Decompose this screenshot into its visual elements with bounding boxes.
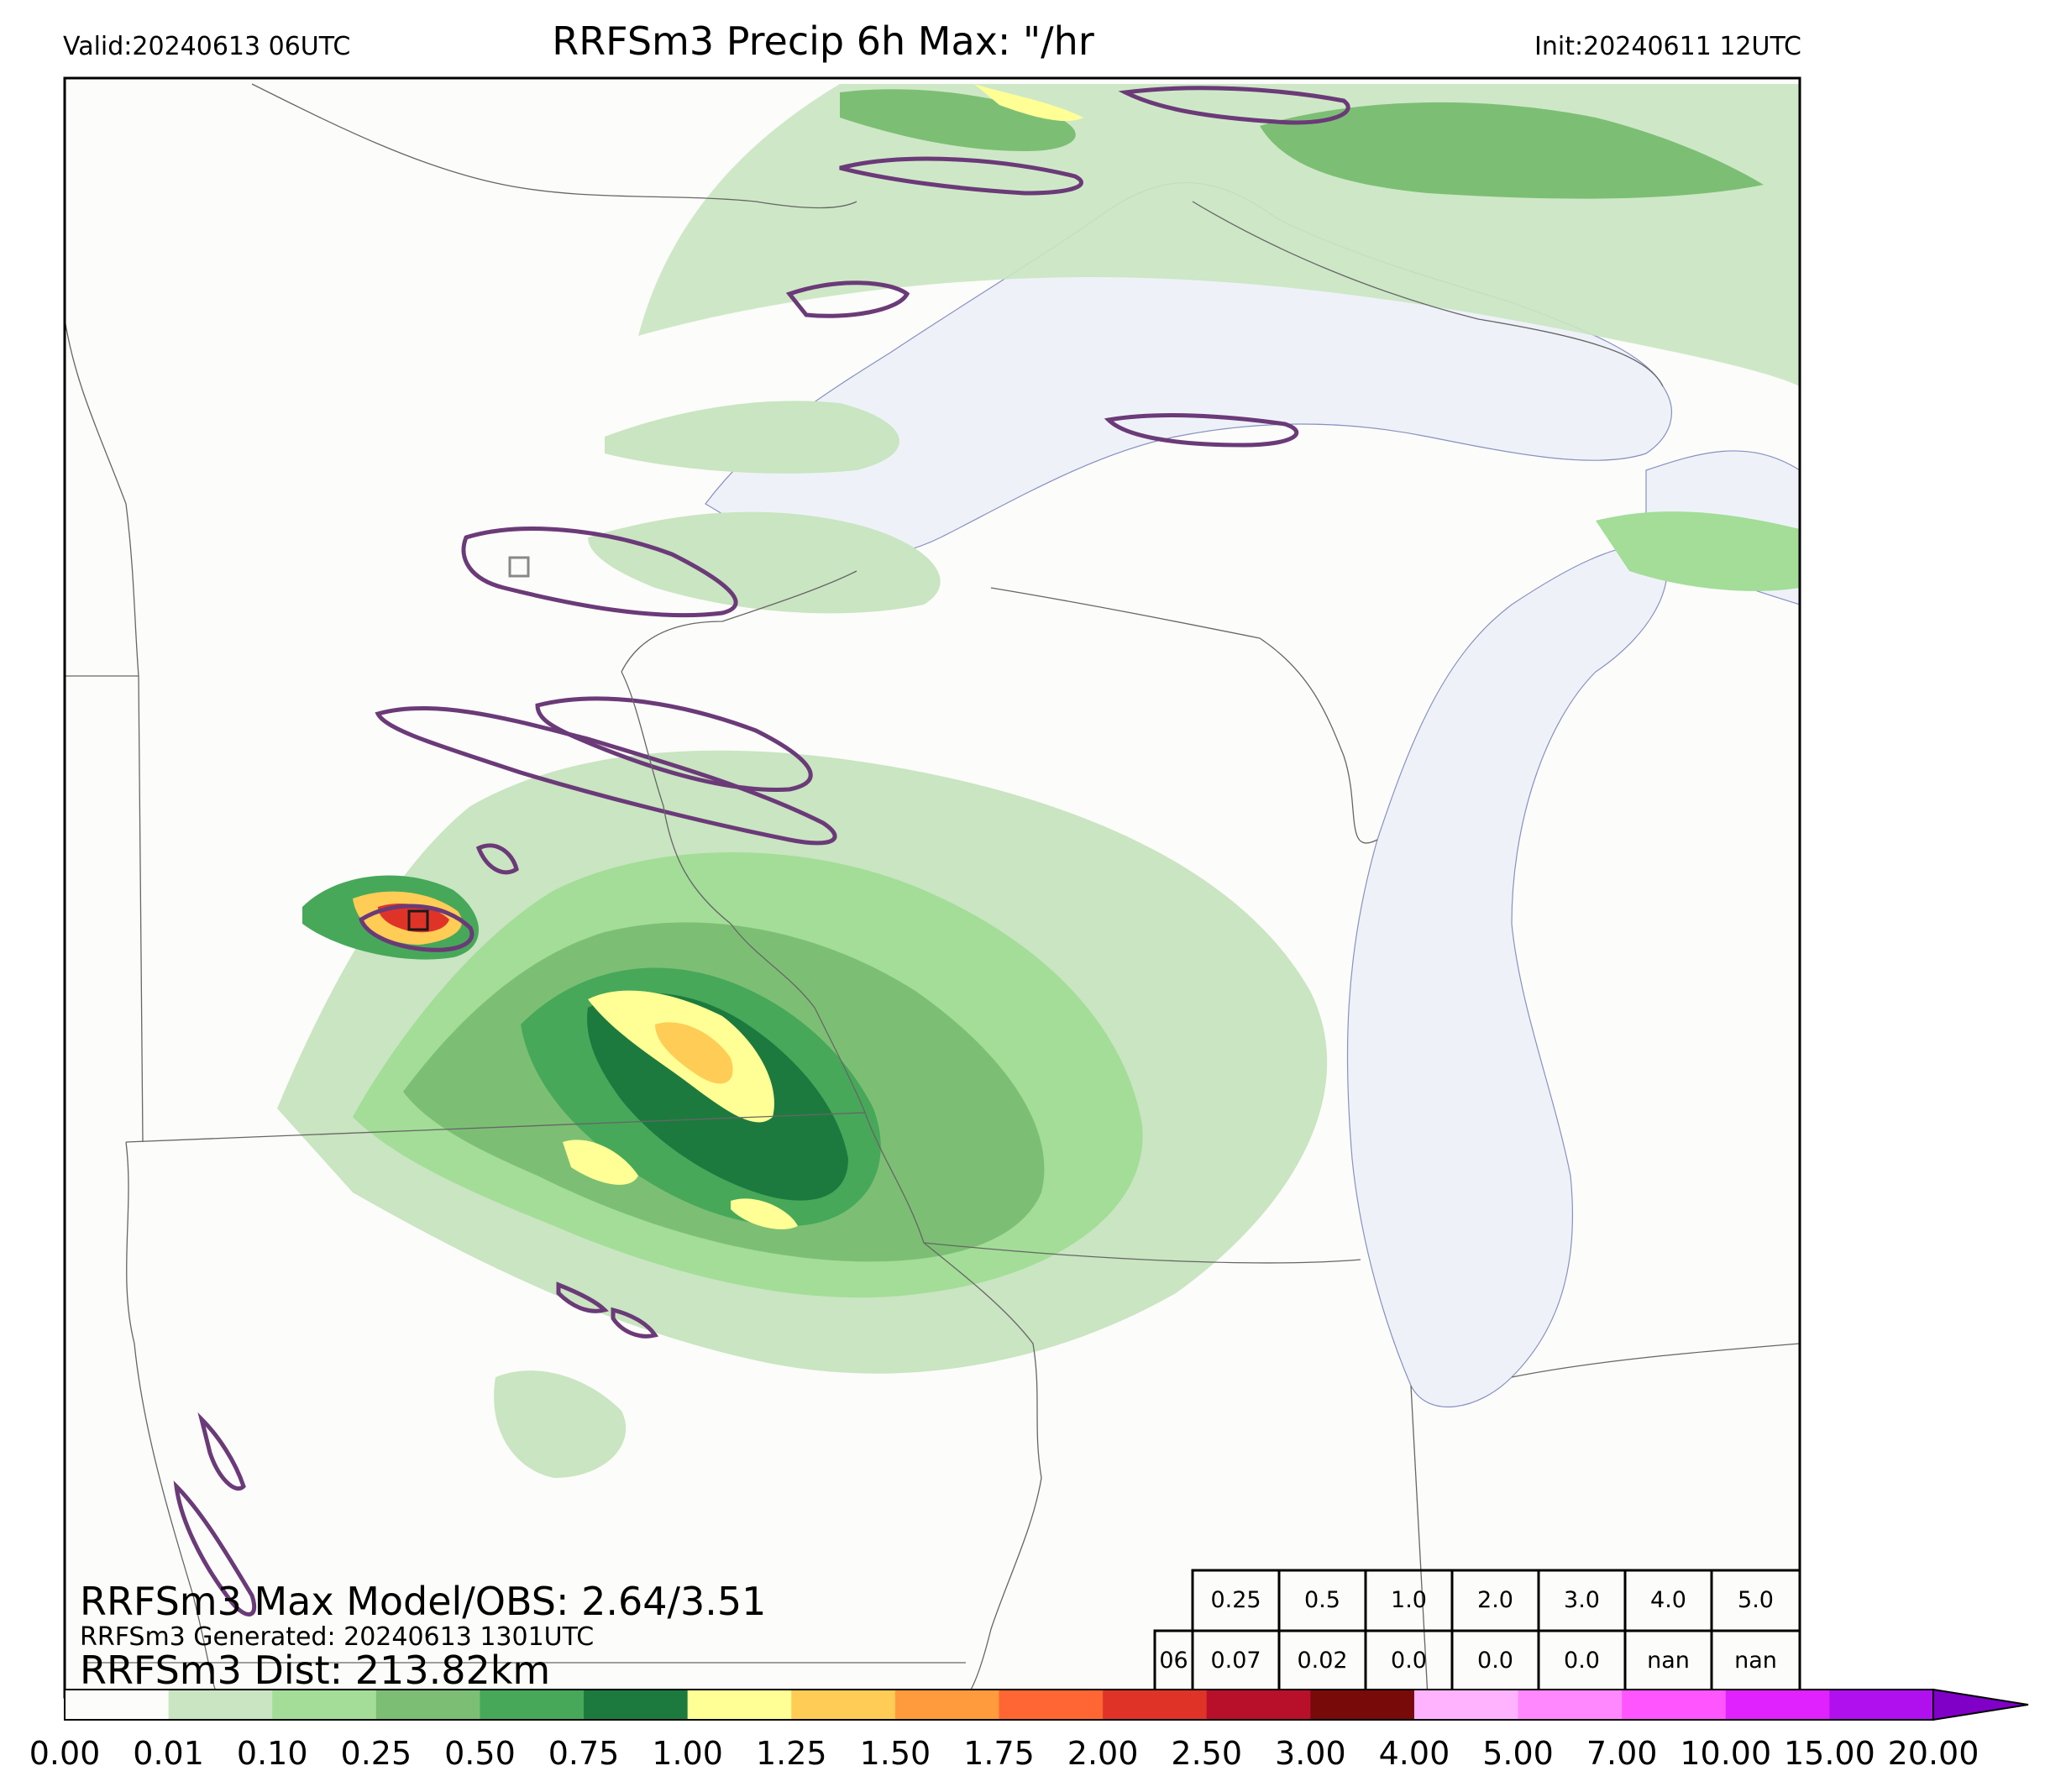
colorbar-tick-label: 1.75	[963, 1735, 1035, 1772]
table-header-3: 2.0	[1477, 1587, 1513, 1613]
table-header-6: 5.0	[1738, 1587, 1774, 1613]
colorbar-tick-label: 1.25	[755, 1735, 827, 1772]
table-value-5: nan	[1647, 1648, 1690, 1674]
table-header-1: 0.5	[1304, 1587, 1340, 1613]
lake-michigan	[1346, 543, 1668, 1407]
colorbar-tick-label: 5.00	[1482, 1735, 1554, 1772]
colorbar-bin	[687, 1690, 792, 1720]
political-borders	[65, 83, 1800, 1697]
colorbar-bin	[1206, 1690, 1311, 1720]
colorbar-bin	[65, 1690, 170, 1720]
observed-contours	[173, 86, 1350, 1616]
colorbar-tick-label: 0.75	[548, 1735, 620, 1772]
obs-max-marker	[407, 909, 429, 931]
colorbar-tick-label: 20.00	[1887, 1735, 1979, 1772]
colorbar-tick-label: 3.00	[1275, 1735, 1346, 1772]
colorbar-tick-label: 1.00	[652, 1735, 723, 1772]
colorbar-bin	[1829, 1690, 1934, 1720]
table-value-6: nan	[1734, 1648, 1777, 1674]
colorbar-bin	[894, 1690, 999, 1720]
valid-time-label: Valid:20240613 06UTC	[63, 32, 351, 61]
table-value-4: 0.0	[1564, 1648, 1600, 1674]
colorbar-bin	[480, 1690, 585, 1720]
colorbar-bin	[1103, 1690, 1208, 1720]
init-time-label: Init:20240611 12UTC	[1534, 32, 1801, 61]
table-value-3: 0.0	[1477, 1648, 1513, 1674]
colorbar-tick-label: 4.00	[1378, 1735, 1450, 1772]
max-model-obs-label: RRFSm3 Max Model/OBS: 2.64/3.51	[80, 1579, 767, 1624]
distance-label: RRFSm3 Dist: 213.82km	[80, 1648, 551, 1693]
table-header-4: 3.0	[1564, 1587, 1600, 1613]
colorbar-tick-label: 0.10	[236, 1735, 308, 1772]
table-row-label: 06	[1159, 1648, 1188, 1674]
colorbar-tick-label: 7.00	[1586, 1735, 1658, 1772]
model-max-marker	[508, 556, 530, 578]
colorbar-bin	[584, 1690, 689, 1720]
colorbar-tick-label: 15.00	[1783, 1735, 1875, 1772]
table-header-0: 0.25	[1210, 1587, 1261, 1613]
colorbar	[65, 1690, 1934, 1720]
colorbar-frame	[64, 1689, 1934, 1721]
colorbar-bin	[1518, 1690, 1623, 1720]
colorbar-tick-label: 10.00	[1680, 1735, 1772, 1772]
colorbar-tick-label: 0.01	[133, 1735, 204, 1772]
colorbar-tick-label: 0.50	[444, 1735, 516, 1772]
colorbar-bin	[1622, 1690, 1727, 1720]
colorbar-bin	[272, 1690, 377, 1720]
colorbar-tick-label: 1.50	[859, 1735, 931, 1772]
table-header-2: 1.0	[1391, 1587, 1427, 1613]
colorbar-bin	[999, 1690, 1104, 1720]
colorbar-tick-label: 2.50	[1171, 1735, 1243, 1772]
colorbar-bin	[1413, 1690, 1519, 1720]
colorbar-bin	[375, 1690, 480, 1720]
colorbar-bin	[1725, 1690, 1830, 1720]
generated-label: RRFSm3 Generated: 20240613 1301UTC	[80, 1622, 595, 1652]
colorbar-bin	[791, 1690, 896, 1720]
table-value-1: 0.02	[1297, 1648, 1348, 1674]
colorbar-bin	[1310, 1690, 1415, 1720]
chart-title: RRFSm3 Precip 6h Max: "/hr	[552, 18, 1094, 64]
table-value-0: 0.07	[1210, 1648, 1261, 1674]
colorbar-extend-arrow	[1932, 1688, 2029, 1721]
table-value-2: 0.0	[1391, 1648, 1427, 1674]
table-header-5: 4.0	[1650, 1587, 1686, 1613]
colorbar-bin	[168, 1690, 273, 1720]
colorbar-tick-label: 0.25	[340, 1735, 412, 1772]
colorbar-tick-label: 0.00	[29, 1735, 101, 1772]
colorbar-tick-label: 2.00	[1067, 1735, 1139, 1772]
